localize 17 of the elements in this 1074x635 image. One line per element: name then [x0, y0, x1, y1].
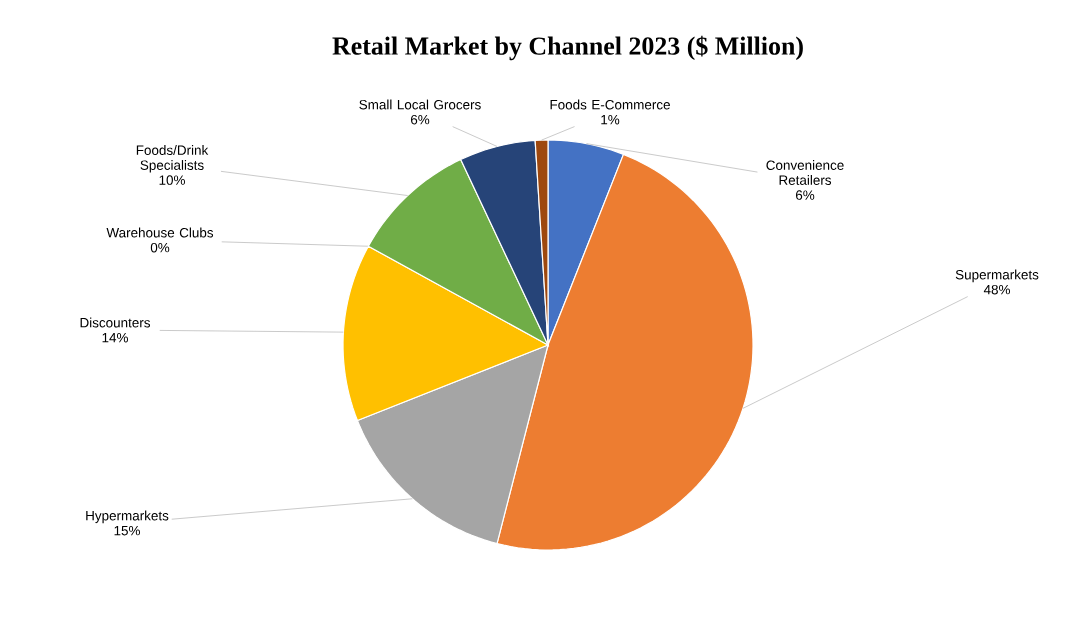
chart-title: Retail Market by Channel 2023 ($ Million)	[332, 35, 803, 61]
data-label: 15%	[114, 525, 140, 536]
data-label: 14%	[102, 332, 128, 343]
data-label: 10%	[159, 175, 185, 185]
slice-label: Small Local Grocers	[359, 99, 481, 110]
slice-label: Convenience Retailers	[766, 160, 844, 185]
slice-label: Foods E-Commerce	[550, 99, 670, 110]
data-label: 48%	[983, 284, 1010, 295]
text: 0%	[150, 242, 170, 253]
data-label: 6%	[410, 114, 430, 125]
slice-label: Hypermarkets	[86, 510, 169, 524]
slice-label: Supermarkets	[955, 269, 1039, 283]
data-label: 6%	[795, 190, 815, 200]
category-label: Warehouse Clubs	[106, 227, 214, 238]
slice-label: Discounters	[80, 317, 151, 328]
slice-label: Foods/Drink Specialists	[136, 145, 209, 173]
data-label: 1%	[601, 114, 620, 125]
